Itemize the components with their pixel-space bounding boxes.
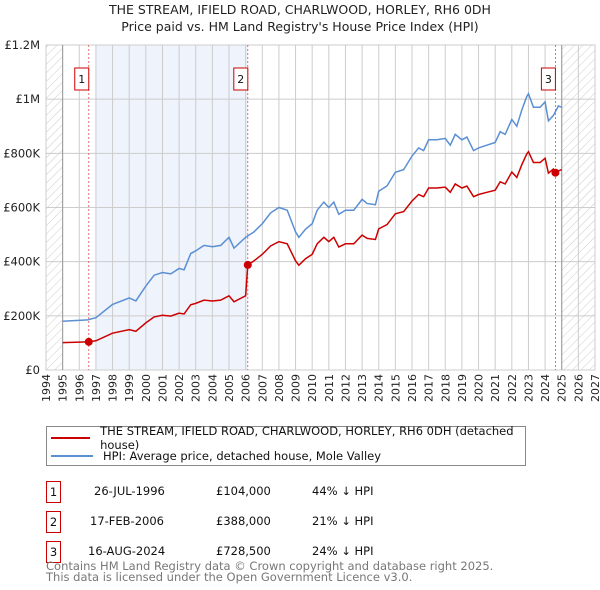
- chart-subtitle: Price paid vs. HM Land Registry's House …: [121, 19, 479, 34]
- y-tick-label: £1M: [15, 92, 40, 106]
- y-tick-label: £0: [25, 363, 40, 377]
- x-tick-label: 2020: [473, 374, 486, 402]
- sale-hpi-diff: 24% ↓ HPI: [312, 544, 374, 558]
- y-tick-label: £400K: [3, 255, 40, 269]
- chart: 1994 1995 1996 1997 1998 1999 2000 2001 2002 2003…: [3, 38, 600, 402]
- sale-point: [551, 168, 560, 177]
- x-tick-label: 1996: [73, 374, 86, 402]
- sale-point: [84, 337, 93, 346]
- legend-item-price: THE STREAM, IFIELD ROAD, CHARLWOOD, HORL…: [51, 424, 525, 452]
- x-tick-label: 2026: [572, 374, 585, 402]
- y-tick-label: £600K: [3, 201, 40, 215]
- sale-date: 16-AUG-2024: [88, 544, 166, 558]
- sale-hpi-diff: 21% ↓ HPI: [312, 514, 374, 528]
- x-tick-label: 2023: [522, 374, 535, 402]
- x-tick-label: 2005: [223, 374, 236, 402]
- sale-hpi-diff: 44% ↓ HPI: [312, 484, 374, 498]
- x-tick-label: 2008: [273, 374, 286, 402]
- x-tick-label: 1998: [107, 374, 120, 402]
- sale-point: [243, 260, 252, 269]
- x-tick-label: 2014: [373, 374, 386, 402]
- sale-number: 2: [46, 511, 61, 533]
- sale-number: 1: [46, 481, 61, 503]
- x-tick-label: 1999: [123, 374, 136, 402]
- y-tick-label: £200K: [3, 309, 40, 323]
- x-tick-label: 2024: [539, 374, 552, 402]
- price-paid-line: [62, 150, 563, 344]
- x-tick-label: 2002: [173, 374, 186, 402]
- x-tick-label: 2011: [323, 374, 336, 402]
- x-tick-label: 2004: [206, 374, 219, 402]
- x-tick-label: 1997: [90, 374, 103, 402]
- sale-price: £104,000: [216, 484, 271, 498]
- x-tick-label: 2007: [256, 374, 269, 402]
- x-tick-label: 1994: [40, 374, 53, 402]
- x-tick-label: 2003: [190, 374, 203, 402]
- sale-badge-label: 2: [237, 73, 244, 86]
- sale-date: 17-FEB-2006: [90, 514, 164, 528]
- x-tick-label: 2001: [156, 374, 169, 402]
- x-tick-label: 2022: [506, 374, 519, 402]
- legend-item-hpi: HPI: Average price, detached house, Mole…: [51, 448, 381, 464]
- y-tick-label: £800K: [3, 146, 40, 160]
- x-tick-label: 2019: [456, 374, 469, 402]
- x-tick-label: 2017: [423, 374, 436, 402]
- x-tick-label: 2010: [306, 374, 319, 402]
- legend-label-price: THE STREAM, IFIELD ROAD, CHARLWOOD, HORL…: [100, 424, 514, 452]
- x-tick-label: 2027: [589, 374, 600, 402]
- chart-title: THE STREAM, IFIELD ROAD, CHARLWOOD, HORL…: [109, 2, 491, 17]
- footer-line-2: This data is licensed under the Open Gov…: [46, 570, 413, 584]
- plot-border: [45, 44, 596, 371]
- x-tick-label: 2000: [140, 374, 153, 402]
- x-tick-label: 2016: [406, 374, 419, 402]
- y-tick-label: £1.2M: [4, 38, 40, 52]
- sale-badge-box: [233, 67, 249, 91]
- sale-price: £728,500: [216, 544, 271, 558]
- legend-label-hpi: HPI: Average price, detached house, Mole…: [103, 449, 382, 463]
- footer-line-1: Contains HM Land Registry data © Crown c…: [46, 559, 494, 573]
- legend: THE STREAM, IFIELD ROAD, CHARLWOOD, HORL…: [46, 424, 526, 466]
- x-tick-label: 2006: [240, 374, 253, 402]
- hpi-line: [62, 92, 563, 322]
- x-tick-label: 2013: [356, 374, 369, 402]
- x-tick-label: 1995: [57, 374, 70, 402]
- x-tick-label: 2021: [489, 374, 502, 402]
- x-tick-label: 2018: [439, 374, 452, 402]
- sale-badge-label: 3: [545, 73, 552, 86]
- sale-price: £388,000: [216, 514, 271, 528]
- x-tick-label: 2012: [339, 374, 352, 402]
- sale-badge-box: [540, 67, 556, 91]
- sale-badge-label: 1: [78, 73, 85, 86]
- x-tick-label: 2015: [389, 374, 402, 402]
- x-tick-label: 2025: [556, 374, 569, 402]
- sale-badge-box: [74, 67, 90, 91]
- sale-number: 3: [46, 541, 61, 563]
- sale-date: 26-JUL-1996: [94, 484, 165, 498]
- x-tick-label: 2009: [290, 374, 303, 402]
